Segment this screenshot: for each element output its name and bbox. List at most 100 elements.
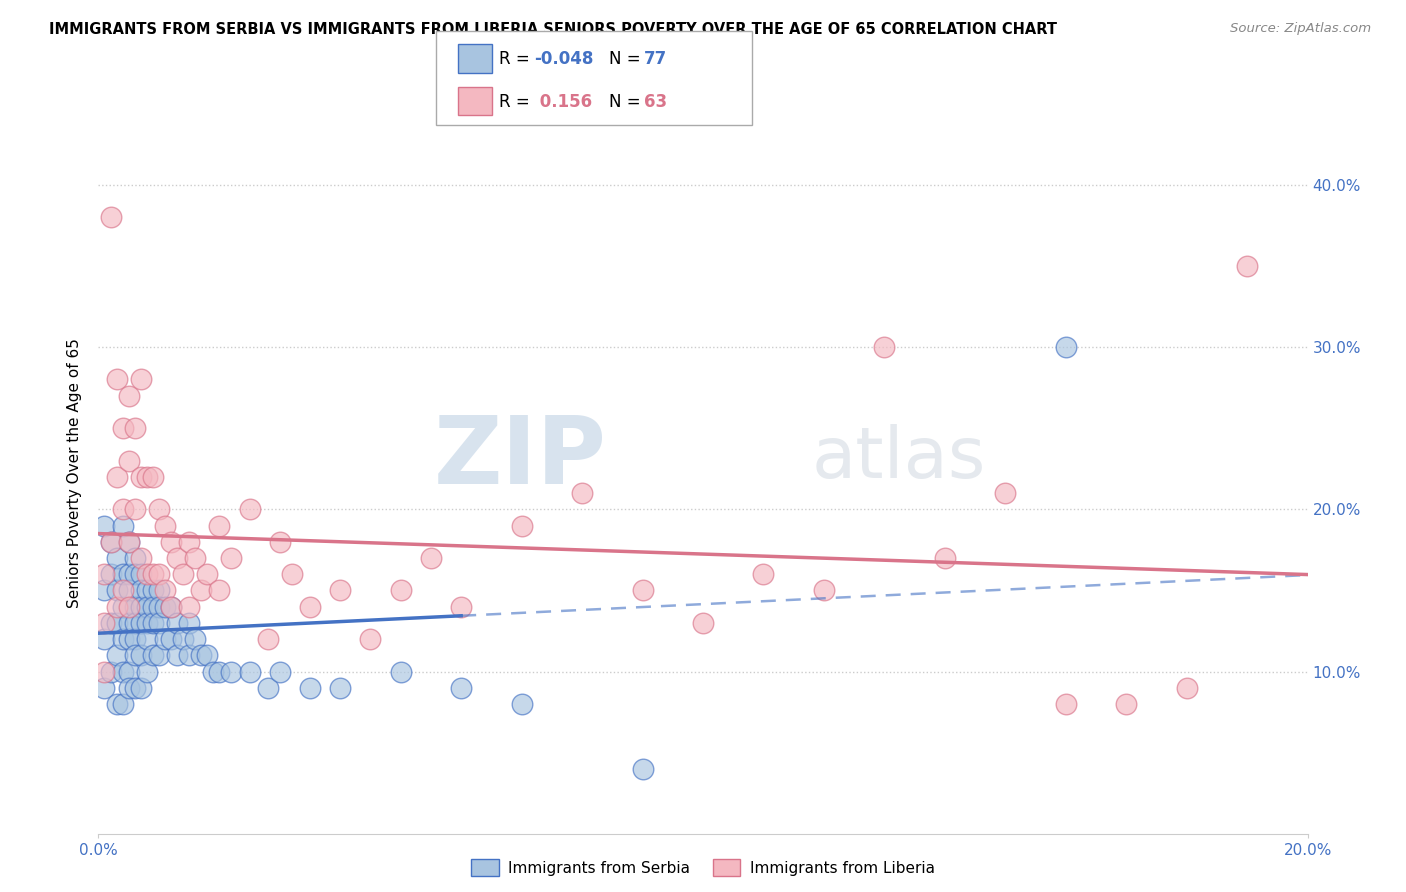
Point bbox=[118, 567, 141, 582]
Point bbox=[202, 665, 225, 679]
Point bbox=[135, 632, 157, 647]
Point bbox=[420, 551, 443, 566]
Point bbox=[1175, 681, 1198, 695]
Point bbox=[239, 665, 262, 679]
Point bbox=[111, 518, 134, 533]
Point bbox=[934, 551, 956, 566]
Point bbox=[142, 470, 165, 484]
Point bbox=[124, 567, 146, 582]
Point bbox=[450, 681, 472, 695]
Point bbox=[571, 486, 593, 500]
Point bbox=[124, 615, 146, 630]
Point bbox=[129, 551, 152, 566]
Point bbox=[148, 567, 170, 582]
Text: ZIP: ZIP bbox=[433, 412, 606, 504]
Point bbox=[172, 632, 194, 647]
Point bbox=[105, 615, 128, 630]
Point bbox=[129, 615, 152, 630]
Point bbox=[752, 567, 775, 582]
Point bbox=[153, 599, 176, 614]
Point bbox=[135, 599, 157, 614]
Point bbox=[93, 583, 115, 598]
Point bbox=[450, 599, 472, 614]
Point bbox=[813, 583, 835, 598]
Point bbox=[105, 648, 128, 663]
Point bbox=[129, 470, 152, 484]
Point bbox=[281, 567, 304, 582]
Point bbox=[179, 615, 201, 630]
Point bbox=[208, 518, 231, 533]
Point bbox=[129, 681, 152, 695]
Text: 63: 63 bbox=[644, 93, 666, 111]
Point bbox=[111, 567, 134, 582]
Point bbox=[269, 665, 291, 679]
Point bbox=[269, 534, 291, 549]
Point bbox=[105, 551, 128, 566]
Point bbox=[299, 599, 322, 614]
Point bbox=[142, 648, 165, 663]
Point bbox=[135, 470, 157, 484]
Point bbox=[135, 567, 157, 582]
Point bbox=[118, 583, 141, 598]
Point bbox=[93, 567, 115, 582]
Point bbox=[256, 632, 278, 647]
Point bbox=[329, 583, 352, 598]
Point bbox=[160, 534, 183, 549]
Point bbox=[100, 615, 122, 630]
Point bbox=[118, 534, 141, 549]
Point bbox=[221, 551, 243, 566]
Point bbox=[124, 599, 146, 614]
Point bbox=[148, 599, 170, 614]
Point bbox=[111, 697, 134, 711]
Point bbox=[118, 453, 141, 467]
Point bbox=[124, 551, 146, 566]
Point bbox=[105, 583, 128, 598]
Text: R =: R = bbox=[499, 51, 536, 69]
Point bbox=[299, 681, 322, 695]
Point bbox=[142, 599, 165, 614]
Point bbox=[111, 665, 134, 679]
Point bbox=[100, 567, 122, 582]
Text: R =: R = bbox=[499, 93, 536, 111]
Point bbox=[129, 372, 152, 386]
Legend: Immigrants from Serbia, Immigrants from Liberia: Immigrants from Serbia, Immigrants from … bbox=[465, 853, 941, 882]
Point bbox=[105, 599, 128, 614]
Point bbox=[105, 470, 128, 484]
Point bbox=[111, 421, 134, 435]
Point bbox=[179, 599, 201, 614]
Point bbox=[208, 583, 231, 598]
Point bbox=[329, 681, 352, 695]
Point bbox=[153, 518, 176, 533]
Point bbox=[1236, 259, 1258, 273]
Point bbox=[93, 632, 115, 647]
Point bbox=[166, 648, 188, 663]
Point bbox=[510, 518, 533, 533]
Point bbox=[124, 421, 146, 435]
Point bbox=[873, 340, 896, 354]
Point bbox=[100, 665, 122, 679]
Point bbox=[153, 583, 176, 598]
Point bbox=[148, 583, 170, 598]
Point bbox=[124, 681, 146, 695]
Point bbox=[184, 632, 207, 647]
Point bbox=[100, 534, 122, 549]
Text: 77: 77 bbox=[644, 51, 668, 69]
Text: IMMIGRANTS FROM SERBIA VS IMMIGRANTS FROM LIBERIA SENIORS POVERTY OVER THE AGE O: IMMIGRANTS FROM SERBIA VS IMMIGRANTS FRO… bbox=[49, 22, 1057, 37]
Point bbox=[1054, 697, 1077, 711]
Point bbox=[389, 665, 412, 679]
Point bbox=[129, 567, 152, 582]
Point bbox=[631, 762, 654, 776]
Point bbox=[166, 551, 188, 566]
Point bbox=[111, 599, 134, 614]
Point bbox=[195, 567, 218, 582]
Point bbox=[135, 583, 157, 598]
Point bbox=[118, 632, 141, 647]
Point bbox=[148, 615, 170, 630]
Point bbox=[360, 632, 382, 647]
Point bbox=[111, 632, 134, 647]
Point bbox=[100, 534, 122, 549]
Point bbox=[111, 502, 134, 516]
Point bbox=[148, 648, 170, 663]
Point bbox=[631, 583, 654, 598]
Text: atlas: atlas bbox=[811, 424, 986, 492]
